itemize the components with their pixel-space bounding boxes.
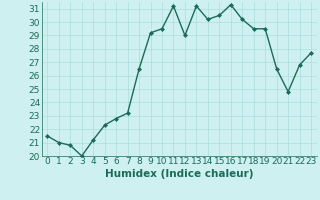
X-axis label: Humidex (Indice chaleur): Humidex (Indice chaleur): [105, 169, 253, 179]
